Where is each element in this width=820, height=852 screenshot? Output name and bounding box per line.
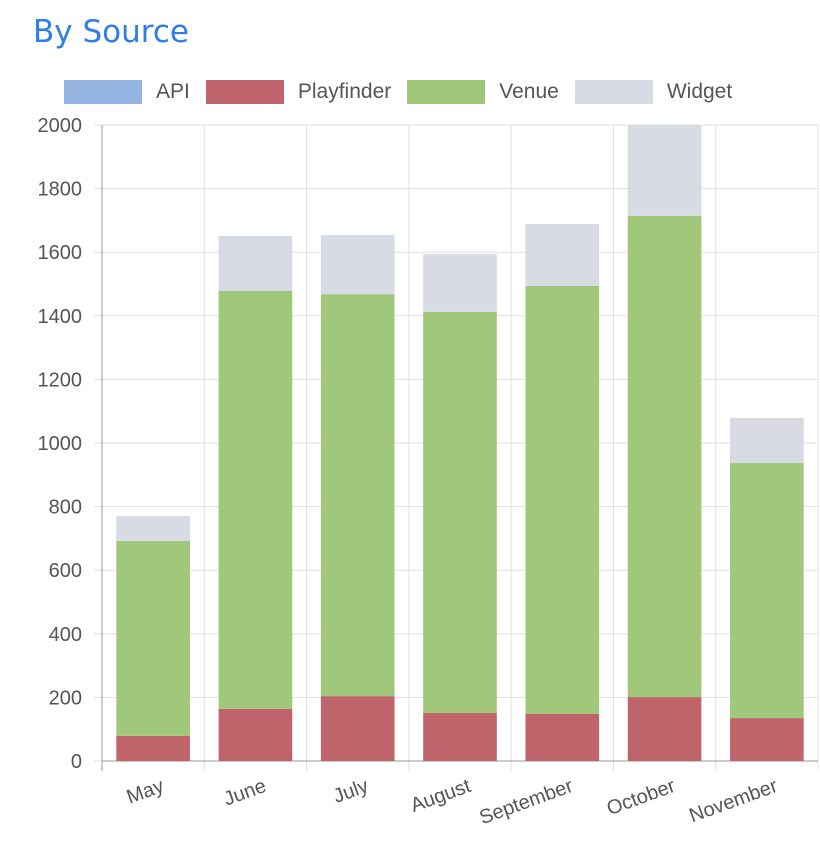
bar-widget-august (423, 254, 497, 312)
legend-item-venue[interactable]: Venue (407, 80, 559, 104)
legend-swatch (64, 80, 142, 104)
legend-item-playfinder[interactable]: Playfinder (205, 80, 392, 104)
x-tick-label: July (330, 775, 371, 808)
bar-widget-july (320, 235, 395, 295)
y-tick-label: 0 (71, 751, 82, 773)
y-tick-label: 1800 (38, 179, 83, 201)
bar-widget-september (525, 223, 600, 286)
y-tick-label: 200 (49, 687, 82, 709)
x-tick-label: May (124, 775, 167, 809)
bar-venue-october (627, 215, 702, 698)
x-tick-label: June (221, 775, 269, 811)
bar-playfinder-june (218, 708, 293, 761)
legend-swatch (574, 80, 653, 104)
y-tick-label: 600 (49, 560, 82, 582)
bar-widget-november (730, 417, 804, 464)
chart-title: By Source (33, 14, 189, 50)
bar-venue-july (320, 294, 395, 697)
y-tick-label: 1400 (38, 306, 83, 328)
legend: API Playfinder Venue Widget (64, 80, 748, 104)
x-tick-label: October (604, 775, 679, 820)
x-tick-label: November (686, 775, 781, 827)
bar-playfinder-may (116, 735, 190, 761)
bar-playfinder-august (423, 712, 497, 761)
legend-item-widget[interactable]: Widget (574, 80, 733, 104)
x-tick-label: August (408, 775, 474, 817)
bar-venue-may (116, 540, 190, 736)
legend-item-api[interactable]: API (64, 80, 190, 104)
bar-widget-june (218, 235, 293, 291)
y-tick-label: 1600 (38, 242, 83, 264)
y-tick-label: 800 (49, 497, 82, 519)
bar-playfinder-october (627, 697, 702, 761)
y-tick-label: 1200 (38, 369, 83, 391)
bar-venue-september (525, 285, 600, 714)
bar-widget-may (116, 516, 190, 541)
legend-label: API (156, 80, 190, 103)
legend-label: Venue (499, 80, 559, 103)
bar-playfinder-july (320, 696, 395, 761)
y-tick-label: 400 (49, 624, 82, 646)
legend-label: Playfinder (297, 80, 392, 103)
legend-swatch (205, 80, 284, 104)
y-tick-label: 2000 (38, 115, 83, 137)
legend-label: Widget (666, 80, 733, 103)
bar-venue-august (423, 311, 497, 713)
bar-venue-june (218, 290, 293, 709)
bar-widget-october (627, 125, 702, 216)
legend-swatch (407, 80, 486, 104)
y-tick-label: 1000 (38, 433, 83, 455)
bar-playfinder-september (525, 713, 600, 761)
bar-venue-november (730, 463, 804, 719)
x-tick-label: September (477, 775, 577, 829)
bar-playfinder-november (730, 718, 804, 761)
